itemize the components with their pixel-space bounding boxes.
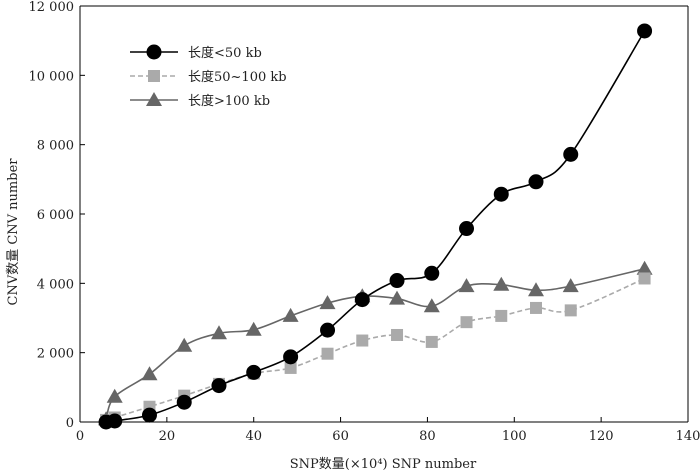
data-point bbox=[321, 347, 334, 360]
data-point bbox=[424, 265, 440, 281]
data-point bbox=[564, 304, 577, 317]
chart-series bbox=[98, 23, 653, 430]
series-line bbox=[105, 268, 645, 420]
legend-entry: 长度<50 kb bbox=[130, 44, 262, 61]
data-point bbox=[106, 388, 123, 403]
x-tick-label: 100 bbox=[502, 429, 527, 444]
data-point bbox=[493, 186, 509, 202]
y-tick-label: 10 000 bbox=[29, 69, 75, 84]
y-axis-title: CNV数量 CNV number bbox=[6, 158, 21, 306]
data-point bbox=[107, 413, 123, 429]
data-point bbox=[283, 349, 299, 365]
y-tick-label: 4 000 bbox=[37, 277, 74, 292]
legend-entry: 长度50~100 kb bbox=[130, 69, 287, 85]
data-point bbox=[320, 322, 336, 338]
x-tick-label: 0 bbox=[76, 429, 84, 444]
y-tick-label: 2 000 bbox=[37, 347, 74, 362]
data-point bbox=[389, 273, 405, 289]
data-point bbox=[636, 260, 653, 275]
data-point bbox=[211, 378, 227, 394]
data-point bbox=[389, 290, 405, 305]
chart-axes: 0 20 40 60 80 100 120 140 0 2 000 4 000 6 000 8 000 1… bbox=[29, 0, 700, 444]
data-point bbox=[211, 325, 227, 340]
x-tick-label: 40 bbox=[245, 429, 262, 444]
data-point bbox=[493, 276, 510, 291]
data-point bbox=[495, 309, 508, 322]
legend-label: 长度>100 kb bbox=[188, 93, 270, 109]
legend-marker bbox=[146, 44, 162, 60]
legend-entry: 长度>100 kb bbox=[130, 92, 270, 109]
data-point bbox=[459, 221, 475, 237]
series-line bbox=[105, 30, 646, 423]
data-point bbox=[284, 361, 297, 374]
data-point bbox=[141, 366, 158, 381]
data-point bbox=[528, 174, 544, 190]
data-point bbox=[563, 146, 579, 162]
x-tick-label: 60 bbox=[332, 429, 349, 444]
data-point bbox=[423, 298, 440, 313]
y-tick-label: 6 000 bbox=[37, 208, 74, 223]
data-point bbox=[458, 278, 475, 293]
x-axis-title: SNP数量(×10⁴) SNP number bbox=[290, 457, 477, 472]
data-point bbox=[319, 295, 336, 310]
data-point bbox=[246, 364, 262, 380]
x-tick-label: 20 bbox=[159, 429, 176, 444]
data-point bbox=[176, 337, 193, 352]
data-point bbox=[530, 301, 542, 314]
data-point bbox=[356, 334, 369, 347]
legend-marker bbox=[148, 70, 160, 82]
data-point bbox=[354, 292, 370, 308]
series-circle bbox=[98, 23, 653, 430]
chart-legend: 长度<50 kb 长度50~100 kb 长度>100 kb bbox=[130, 44, 287, 109]
y-tick-label: 0 bbox=[66, 416, 74, 431]
data-point bbox=[637, 23, 653, 39]
data-point bbox=[562, 278, 579, 293]
data-point bbox=[425, 335, 438, 348]
x-tick-label: 120 bbox=[589, 429, 614, 444]
legend-label: 长度<50 kb bbox=[188, 45, 262, 61]
data-point bbox=[245, 321, 262, 336]
series-line bbox=[105, 277, 645, 421]
data-point bbox=[282, 307, 299, 322]
data-point bbox=[141, 407, 157, 423]
y-tick-label: 12 000 bbox=[29, 0, 75, 15]
x-tick-label: 80 bbox=[419, 429, 436, 444]
legend-marker bbox=[146, 92, 162, 106]
legend-label: 长度50~100 kb bbox=[188, 69, 287, 85]
data-point bbox=[528, 282, 544, 297]
y-tick-label: 8 000 bbox=[37, 139, 74, 154]
data-point bbox=[460, 316, 473, 329]
data-point bbox=[176, 394, 192, 410]
data-point bbox=[391, 328, 404, 341]
data-point bbox=[638, 272, 651, 285]
x-tick-label: 140 bbox=[676, 429, 700, 444]
